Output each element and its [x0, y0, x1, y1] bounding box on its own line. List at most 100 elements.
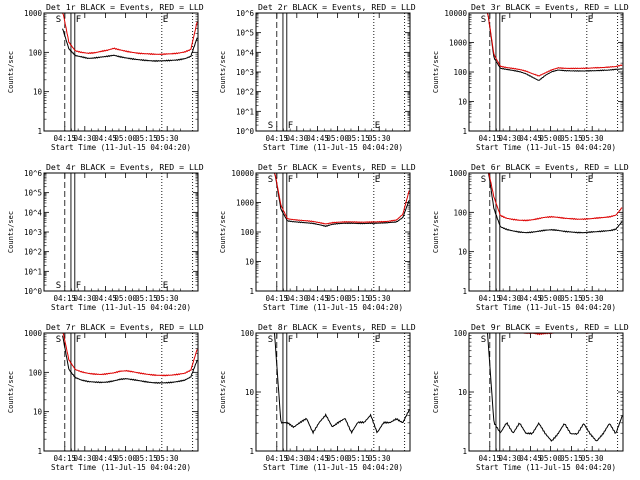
x-tick-label: 04:15 [54, 134, 77, 143]
panel-title: Det 5r BLACK = Events, RED = LLD [258, 162, 416, 172]
panel-det-2: Det 2r BLACK = Events, RED = LLD Counts/s… [219, 2, 416, 152]
events-series-line [487, 332, 623, 442]
x-tick-label: 05:00 [539, 454, 562, 463]
panel-title: Det 6r BLACK = Events, RED = LLD [471, 162, 629, 172]
x-tick-label: 05:15 [347, 454, 370, 463]
y-tick-label: 10 [245, 258, 255, 267]
y-tick-label: 10^1 [236, 107, 254, 116]
x-tick-label: 04:15 [266, 454, 289, 463]
y-tick-label: 10^2 [24, 248, 42, 257]
y-tick-label: 10^0 [24, 287, 43, 296]
marker-f: F [501, 335, 506, 345]
y-tick-label: 10^0 [236, 127, 255, 136]
y-tick-label: 10^6 [24, 169, 43, 178]
y-tick-label: 100 [240, 329, 254, 338]
panel-title: Det 1r BLACK = Events, RED = LLD [46, 2, 204, 12]
events-series-line [62, 335, 198, 384]
x-tick-label: 05:15 [560, 454, 583, 463]
x-tick-label: 05:30 [581, 134, 604, 143]
x-axis-label: Start Time (11-Jul-15 04:04:20) [51, 303, 191, 312]
y-tick-label: 10 [458, 98, 468, 107]
y-tick-label: 10 [458, 248, 468, 257]
x-axis-label: Start Time (11-Jul-15 04:04:20) [476, 463, 616, 472]
x-tick-label: 05:30 [156, 294, 179, 303]
x-tick-label: 04:45 [519, 134, 542, 143]
y-axis-label: Counts/sec [219, 371, 227, 413]
panel-title: Det 4r BLACK = Events, RED = LLD [46, 162, 204, 172]
x-tick-label: 04:30 [499, 294, 522, 303]
marker-e: E [375, 175, 380, 185]
x-tick-label: 04:45 [306, 454, 329, 463]
x-axis-label: Start Time (11-Jul-15 04:04:20) [476, 143, 616, 152]
x-tick-label: 05:00 [326, 294, 349, 303]
marker-e: E [163, 335, 168, 345]
y-tick-label: 1000 [449, 39, 468, 48]
y-axis-label: Counts/sec [432, 211, 440, 253]
plot-frame [43, 172, 199, 292]
x-tick-label: 04:45 [94, 294, 117, 303]
marker-s: S [56, 15, 61, 25]
x-tick-label: 05:30 [368, 294, 391, 303]
x-tick-label: 04:45 [94, 454, 117, 463]
x-tick-label: 04:45 [519, 454, 542, 463]
y-tick-label: 10^5 [24, 189, 42, 198]
events-series-line [62, 28, 198, 63]
marker-s: S [268, 121, 273, 131]
y-tick-label: 1 [462, 127, 467, 136]
y-tick-label: 10^6 [236, 9, 255, 18]
y-tick-label: 1 [462, 287, 467, 296]
y-tick-label: 1 [462, 447, 467, 456]
marker-e: E [163, 15, 168, 25]
y-axis-label: Counts/sec [7, 211, 15, 253]
marker-e: E [375, 335, 380, 345]
x-tick-label: 05:30 [156, 454, 179, 463]
x-tick-label: 05:00 [114, 294, 137, 303]
panel-det-8: Det 8r BLACK = Events, RED = LLD Counts/s… [219, 322, 416, 472]
x-tick-label: 04:15 [479, 454, 502, 463]
lld-series-line [62, 332, 198, 377]
panel-det-7: Det 7r BLACK = Events, RED = LLD Counts/s… [7, 322, 204, 472]
panel-title: Det 7r BLACK = Events, RED = LLD [46, 322, 204, 332]
marker-s: S [268, 175, 273, 185]
panel-title: Det 3r BLACK = Events, RED = LLD [471, 2, 629, 12]
panel-det-6: Det 6r BLACK = Events, RED = LLD Counts/s… [432, 162, 629, 312]
x-tick-label: 04:30 [499, 454, 522, 463]
x-tick-label: 05:00 [326, 134, 349, 143]
y-tick-label: 100 [453, 329, 467, 338]
x-axis-label: Start Time (11-Jul-15 04:04:20) [263, 463, 403, 472]
y-tick-label: 1000 [24, 329, 43, 338]
y-tick-label: 10 [33, 408, 43, 417]
x-tick-label: 04:30 [286, 454, 309, 463]
x-tick-label: 05:15 [135, 294, 158, 303]
y-axis-label: Counts/sec [7, 51, 15, 93]
x-tick-label: 04:30 [74, 454, 97, 463]
lld-series-line [274, 172, 410, 225]
y-tick-label: 100 [453, 208, 467, 217]
marker-e: E [588, 335, 593, 345]
events-series-line [487, 12, 623, 81]
x-tick-label: 05:15 [560, 294, 583, 303]
y-tick-label: 100 [28, 48, 42, 57]
y-tick-label: 10^4 [236, 48, 255, 57]
y-axis-label: Counts/sec [219, 51, 227, 93]
x-tick-label: 04:30 [74, 134, 97, 143]
y-axis-label: Counts/sec [432, 51, 440, 93]
plot-frame [43, 332, 199, 452]
y-tick-label: 10^5 [236, 29, 254, 38]
x-tick-label: 05:00 [114, 454, 137, 463]
panel-det-1: Det 1r BLACK = Events, RED = LLD Counts/s… [7, 2, 204, 152]
x-tick-label: 04:30 [499, 134, 522, 143]
y-tick-label: 100 [453, 68, 467, 77]
y-axis-label: Counts/sec [7, 371, 15, 413]
x-tick-label: 04:45 [306, 134, 329, 143]
x-axis-label: Start Time (11-Jul-15 04:04:20) [263, 143, 403, 152]
x-tick-label: 04:15 [266, 134, 289, 143]
y-axis-label: Counts/sec [432, 371, 440, 413]
plot-frame [43, 12, 199, 132]
marker-s: S [268, 335, 273, 345]
x-tick-label: 04:45 [94, 134, 117, 143]
marker-s: S [56, 281, 61, 291]
panel-det-4: Det 4r BLACK = Events, RED = LLD Counts/s… [7, 162, 204, 312]
x-tick-label: 04:45 [519, 294, 542, 303]
y-tick-label: 1 [37, 447, 42, 456]
